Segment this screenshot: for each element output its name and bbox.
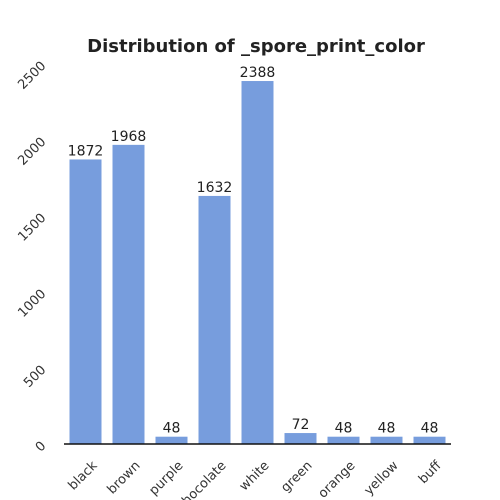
bar-green (284, 433, 317, 444)
data-labels-group: 1872 1968 48 1632 2388 72 48 48 48 (68, 65, 439, 437)
x-tick-label-green: green (278, 458, 315, 495)
bars-group (69, 81, 446, 445)
data-label-yellow: 48 (378, 421, 396, 437)
data-label-purple: 48 (163, 421, 181, 437)
bar-chocolate (198, 195, 231, 444)
x-tick-label-black: black (66, 458, 101, 493)
chart-title: Distribution of _spore_print_color (87, 36, 425, 57)
y-tick-label-0: 0 (33, 439, 49, 455)
y-tick-label-2500: 2500 (15, 59, 49, 93)
bar-black (69, 159, 102, 444)
bar-yellow (370, 436, 403, 444)
x-tick-label-yellow: yellow (362, 458, 402, 498)
x-tick-label-buff: buff (416, 458, 445, 487)
x-tick-label-purple: purple (146, 458, 186, 498)
y-axis-ticks: 0 500 1000 1500 2000 2500 (15, 59, 49, 455)
x-tick-label-chocolate: chocolate (174, 458, 229, 500)
data-label-black: 1872 (68, 143, 104, 159)
x-tick-label-brown: brown (105, 458, 144, 497)
x-tick-label-white: white (237, 458, 273, 494)
y-tick-label-500: 500 (21, 363, 49, 391)
y-tick-label-1000: 1000 (15, 287, 49, 321)
x-tick-label-orange: orange (316, 458, 359, 500)
bar-orange (327, 436, 360, 444)
bar-purple (155, 436, 188, 444)
y-tick-label-2000: 2000 (15, 135, 49, 169)
bar-brown (112, 144, 145, 444)
data-label-green: 72 (292, 417, 310, 433)
y-tick-label-1500: 1500 (15, 211, 49, 245)
data-label-white: 2388 (240, 65, 276, 81)
data-label-buff: 48 (421, 421, 439, 437)
bar-buff (413, 436, 446, 444)
data-label-orange: 48 (335, 421, 353, 437)
data-label-brown: 1968 (111, 129, 147, 145)
data-label-chocolate: 1632 (197, 180, 233, 196)
bar-white (241, 81, 274, 445)
